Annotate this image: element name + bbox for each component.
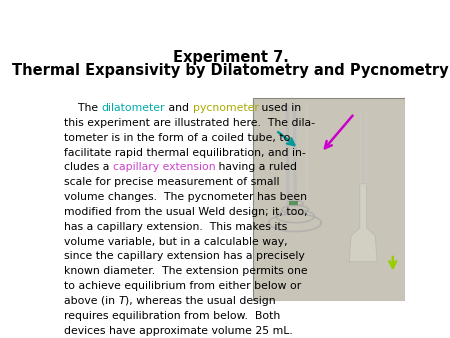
Text: capillary extension: capillary extension <box>113 162 216 172</box>
Text: having a ruled: having a ruled <box>216 162 297 172</box>
Text: T: T <box>118 296 125 306</box>
Text: known diameter.  The extension permits one: known diameter. The extension permits on… <box>64 266 307 276</box>
Text: modified from the usual Weld design; it, too,: modified from the usual Weld design; it,… <box>64 207 307 217</box>
Bar <box>289 201 298 204</box>
Text: facilitate rapid thermal equilibration, and in-: facilitate rapid thermal equilibration, … <box>64 147 306 158</box>
Text: volume changes.  The pycnometer has been: volume changes. The pycnometer has been <box>64 192 307 202</box>
Text: above (in: above (in <box>64 296 118 306</box>
Text: requires equilibration from below.  Both: requires equilibration from below. Both <box>64 311 280 321</box>
Text: pycnometer: pycnometer <box>193 103 258 113</box>
Text: tometer is in the form of a coiled tube, to: tometer is in the form of a coiled tube,… <box>64 133 290 143</box>
Text: The: The <box>64 103 102 113</box>
Text: this experiment are illustrated here.  The dila-: this experiment are illustrated here. Th… <box>64 118 315 128</box>
Text: to achieve equilibrium from either below or: to achieve equilibrium from either below… <box>64 281 301 291</box>
Text: and: and <box>165 103 193 113</box>
Text: ), whereas the usual design: ), whereas the usual design <box>125 296 276 306</box>
Text: dilatometer: dilatometer <box>102 103 165 113</box>
Bar <box>253 98 405 301</box>
Text: cludes a: cludes a <box>64 162 113 172</box>
Text: volume variable, but in a calculable way,: volume variable, but in a calculable way… <box>64 237 288 246</box>
Text: used in: used in <box>258 103 302 113</box>
Text: devices have approximate volume 25 mL.: devices have approximate volume 25 mL. <box>64 325 292 336</box>
Text: scale for precise measurement of small: scale for precise measurement of small <box>64 177 279 187</box>
Text: Experiment 7.: Experiment 7. <box>173 50 288 65</box>
Text: has a capillary extension.  This makes its: has a capillary extension. This makes it… <box>64 222 287 232</box>
Text: since the capillary extension has a precisely: since the capillary extension has a prec… <box>64 251 305 261</box>
Text: Thermal Expansivity by Dilatometry and Pycnometry: Thermal Expansivity by Dilatometry and P… <box>12 63 449 78</box>
Polygon shape <box>349 184 377 262</box>
